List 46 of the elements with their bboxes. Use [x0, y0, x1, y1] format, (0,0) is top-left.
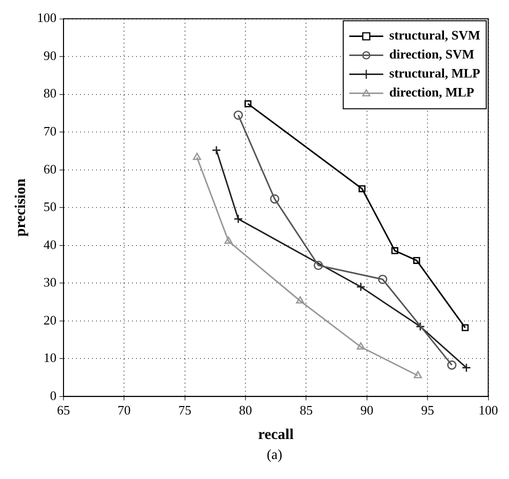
legend-label: structural, SVM: [389, 28, 480, 43]
x-tick-label: 100: [478, 402, 498, 418]
y-tick-label: 20: [44, 312, 56, 328]
point: [358, 185, 366, 192]
point: [391, 247, 398, 254]
x-axis-title: recall: [258, 426, 294, 443]
point: [462, 363, 472, 372]
point: [356, 342, 365, 350]
point: [224, 236, 233, 244]
y-tick-label: 60: [44, 161, 56, 176]
x-tick-label: 90: [360, 402, 374, 418]
point: [414, 370, 422, 378]
y-tick-label: 30: [44, 274, 56, 290]
y-tick-label: 80: [44, 86, 56, 101]
x-tick-label: 65: [57, 402, 70, 418]
point: [244, 100, 252, 108]
x-tick-label: 95: [421, 402, 434, 418]
y-tick-label: 90: [44, 48, 56, 63]
point: [314, 260, 323, 270]
point: [462, 324, 469, 332]
point: [270, 194, 280, 204]
y-tick-label: 50: [44, 199, 56, 214]
y-tick-label: 100: [37, 10, 56, 26]
point: [356, 282, 366, 292]
point: [413, 256, 420, 264]
point: [378, 274, 388, 284]
point: [416, 322, 425, 332]
x-tick-label: 85: [300, 402, 313, 418]
y-axis-title: precision: [12, 178, 29, 237]
y-tick-label: 0: [50, 388, 56, 403]
point: [192, 152, 202, 160]
y-tick-label: 70: [44, 124, 56, 138]
legend-label: direction, SVM: [389, 46, 474, 62]
point: [296, 296, 304, 304]
point: [234, 110, 243, 120]
legend-label: direction, MLP: [389, 84, 474, 100]
y-tick-label: 10: [44, 350, 56, 366]
point: [234, 214, 243, 224]
x-tick-label: 75: [178, 402, 192, 418]
text: (a): [266, 448, 284, 464]
legend-label: structural, MLP: [389, 66, 480, 81]
x-tick-label: 70: [118, 402, 131, 418]
y-tick-label: 40: [44, 236, 56, 252]
x-tick-label: 80: [239, 402, 252, 418]
point: [447, 360, 456, 370]
point: [212, 146, 222, 155]
